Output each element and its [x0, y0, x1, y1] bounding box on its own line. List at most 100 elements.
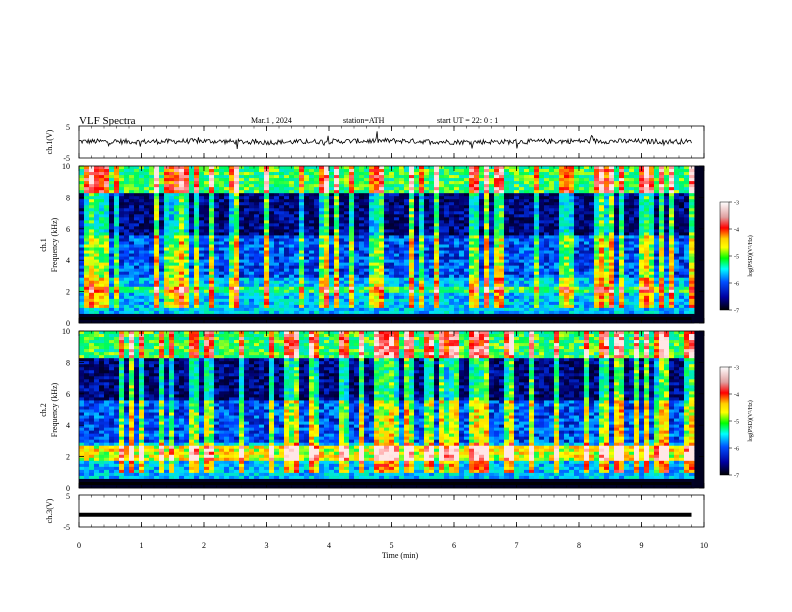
- spectrogram-cell: [214, 247, 220, 251]
- spectrogram-cell: [529, 274, 535, 279]
- spectrogram-cell: [274, 253, 280, 257]
- spectrogram-cell: [514, 184, 520, 188]
- spectrogram-cell: [454, 169, 460, 173]
- spectrogram-cell: [269, 229, 275, 233]
- spectrogram-cell: [549, 292, 555, 297]
- spectrogram-cell: [239, 271, 245, 276]
- spectrogram-cell: [189, 199, 195, 203]
- spectrogram-cell: [84, 217, 90, 221]
- spectrogram-cell: [279, 286, 285, 291]
- spectrogram-cell: [314, 295, 320, 300]
- spectrogram-cell: [499, 280, 505, 285]
- spectrogram-cell: [239, 307, 245, 312]
- spectrogram-cell: [369, 259, 375, 264]
- spectrogram-cell: [204, 247, 210, 251]
- spectrogram-cell: [219, 313, 225, 318]
- spectrogram-cell: [219, 301, 225, 306]
- spectrogram-cell: [359, 172, 365, 176]
- spectrogram-cell: [174, 223, 180, 227]
- spectrogram-cell: [254, 271, 260, 276]
- spectrogram-cell: [144, 226, 150, 230]
- spectrogram-cell: [449, 283, 455, 288]
- spectrogram-cell: [354, 280, 360, 285]
- spectrogram-cell: [84, 244, 90, 248]
- spectrogram-cell: [134, 214, 140, 218]
- spectrogram-cell: [174, 292, 180, 297]
- spectrogram-cell: [89, 208, 95, 212]
- spectrogram-cell: [219, 178, 225, 182]
- spectrogram-cell: [219, 274, 225, 279]
- spectrogram-cell: [164, 250, 170, 254]
- spectrogram-cell: [499, 205, 505, 209]
- spectrogram-cell: [344, 247, 350, 251]
- spectrogram-cell: [124, 217, 130, 221]
- spectrogram-cell: [454, 253, 460, 257]
- spectrogram-cell: [519, 223, 525, 227]
- spectrogram-cell: [374, 202, 380, 206]
- spectrogram-cell: [434, 268, 440, 273]
- spectrogram-cell: [414, 274, 420, 279]
- spectrogram-cell: [269, 241, 275, 245]
- spectrogram-cell: [544, 307, 550, 312]
- spectrogram-cell: [299, 202, 305, 206]
- spectrogram-cell: [494, 301, 500, 306]
- spectrogram-cell: [269, 262, 275, 267]
- spectrogram-cell: [119, 205, 125, 209]
- spectrogram-cell: [124, 307, 130, 312]
- spectrogram-cell: [274, 277, 280, 282]
- spectrogram-cell: [129, 262, 135, 267]
- spectrogram-cell: [184, 259, 190, 264]
- spectrogram-cell: [299, 262, 305, 267]
- spectrogram-cell: [554, 274, 560, 279]
- spectrogram-cell: [404, 283, 410, 288]
- spectrogram-cell: [249, 274, 255, 279]
- spectrogram-cell: [169, 274, 175, 279]
- spectrogram-cell: [279, 169, 285, 173]
- spectrogram-cell: [409, 259, 415, 264]
- spectrogram-cell: [364, 205, 370, 209]
- spectrogram-cell: [79, 268, 85, 273]
- spectrogram-cell: [269, 283, 275, 288]
- spectrogram-cell: [394, 217, 400, 221]
- spectrogram-cell: [354, 187, 360, 191]
- spectrogram-cell: [79, 259, 85, 264]
- spectrogram-cell: [334, 310, 340, 315]
- spectrogram-cell: [99, 319, 105, 324]
- spectrogram-cell: [459, 250, 465, 254]
- spectrogram-cell: [349, 283, 355, 288]
- spectrogram-cell: [189, 256, 195, 260]
- spectrogram-cell: [139, 280, 145, 285]
- spectrogram-cell: [384, 190, 390, 194]
- spectrogram-cell: [359, 217, 365, 221]
- spectrogram-cell: [549, 205, 555, 209]
- spectrogram-cell: [334, 244, 340, 248]
- spectrogram-cell: [224, 262, 230, 267]
- spectrogram-cell: [369, 292, 375, 297]
- spectrogram-cell: [529, 214, 535, 218]
- spectrogram-cell: [474, 238, 480, 242]
- spectrogram-cell: [369, 304, 375, 309]
- spectrogram-cell: [329, 259, 335, 264]
- spectrogram-cell: [504, 250, 510, 254]
- spectrogram-cell: [444, 223, 450, 227]
- spectrogram-cell: [79, 181, 85, 185]
- spectrogram-cell: [514, 253, 520, 257]
- spectrogram-cell: [94, 226, 100, 230]
- spectrogram-cell: [494, 289, 500, 294]
- spectrogram-cell: [434, 265, 440, 270]
- station-label: station=ATH: [343, 116, 385, 125]
- spectrogram-cell: [309, 175, 315, 179]
- spectrogram-cell: [379, 265, 385, 270]
- spectrogram-cell: [414, 196, 420, 200]
- spectrogram-cell: [299, 232, 305, 236]
- spectrogram-cell: [489, 265, 495, 270]
- spectrogram-cell: [499, 304, 505, 309]
- spectrogram-cell: [379, 304, 385, 309]
- spectrogram-cell: [524, 193, 530, 197]
- spectrogram-cell: [89, 310, 95, 315]
- spectrogram-cell: [419, 214, 425, 218]
- spectrogram-cell: [214, 259, 220, 264]
- spectrogram-cell: [269, 292, 275, 297]
- spectrogram-cell: [264, 283, 270, 288]
- spectrogram-cell: [534, 256, 540, 260]
